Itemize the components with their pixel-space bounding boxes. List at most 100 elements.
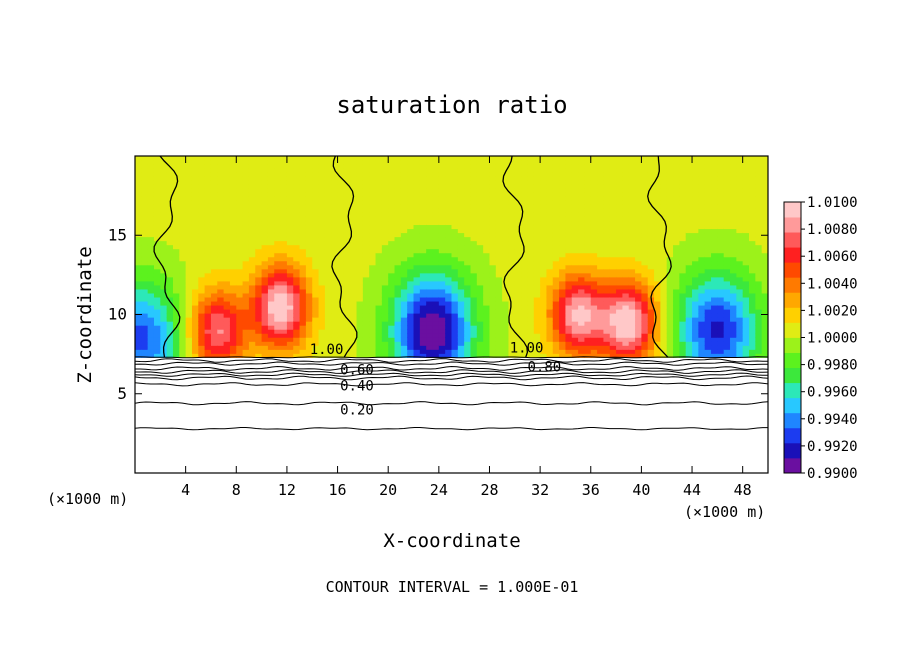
heat-cell [527,308,535,314]
heat-cell [571,272,579,278]
heat-cell [217,196,225,201]
heat-cell [394,345,402,350]
heat-cell [533,208,541,213]
heat-cell [685,341,693,346]
heat-cell [711,196,718,201]
heat-cell [375,208,383,213]
heat-cell [761,176,768,181]
heat-cell [261,349,269,354]
heat-cell [369,176,377,181]
heat-cell [153,160,161,165]
heat-cell [628,240,636,246]
heat-cell [147,272,155,278]
heat-cell [400,176,408,181]
heat-cell [248,260,256,266]
heat-cell [685,164,693,169]
heat-cell [343,212,351,217]
heat-cell [736,256,744,262]
heat-cell [660,232,668,238]
heat-cell [717,317,725,322]
heat-cell [540,280,548,286]
heat-cell [191,317,199,322]
heat-cell [356,244,364,250]
heat-cell [388,192,396,197]
heat-cell [191,280,199,286]
heat-cell [438,208,446,213]
heat-cell [223,164,231,169]
heat-cell [730,345,737,350]
heat-cell [375,272,383,278]
heat-cell [343,244,351,250]
heat-cell [742,236,750,242]
heat-cell [660,292,668,298]
heat-cell [692,208,699,213]
heat-cell [742,284,750,290]
heat-cell [286,280,294,286]
heat-cell [312,196,320,201]
heat-cell [584,176,592,181]
heat-cell [350,321,358,326]
heat-cell [654,196,661,201]
heat-cell [147,264,155,270]
heat-cell [350,188,358,193]
heat-cell [641,264,649,270]
heat-cell [337,164,345,169]
heat-cell [267,304,275,310]
heat-cell [495,236,503,242]
heat-cell [603,325,611,330]
heat-cell [470,172,478,177]
heat-cell [286,228,294,234]
heat-cell [609,308,617,314]
heat-cell [742,345,750,350]
heat-cell [470,244,478,250]
heat-cell [502,248,510,254]
heat-cell [451,292,459,298]
heat-cell [495,337,503,342]
heat-cell [318,160,326,165]
heat-cell [362,349,370,354]
heat-cell [210,224,218,230]
heat-cell [761,248,768,254]
heat-cell [135,240,142,246]
heat-cell [185,248,193,254]
heat-cell [267,160,275,165]
heat-cell [438,180,446,185]
heat-cell [191,321,199,326]
heat-cell [141,220,149,226]
heat-cell [356,256,364,262]
heat-cell [407,288,415,294]
heat-cell [476,232,484,238]
heat-cell [445,176,453,181]
heat-cell [736,280,744,286]
heat-cell [502,172,510,177]
heat-cell [217,308,225,314]
heat-cell [172,248,180,254]
heat-cell [210,172,218,177]
heat-cell [223,224,231,230]
heat-cell [217,256,225,262]
heat-cell [210,208,218,213]
heat-cell [413,216,421,222]
heat-cell [147,349,155,354]
heat-cell [578,308,586,314]
heat-cell [736,252,744,258]
heat-cell [160,333,168,338]
heat-cell [350,252,358,258]
heat-cell [191,329,199,334]
heat-cell [381,256,389,262]
heat-cell [210,264,218,270]
heat-cell [229,200,237,205]
heat-cell [147,212,155,217]
heat-cell [704,292,712,298]
heat-cell [223,264,231,270]
heat-cell [217,333,225,338]
heat-cell [438,345,446,350]
heat-cell [255,349,263,354]
heat-cell [521,256,529,262]
heat-cell [609,208,617,213]
heat-cell [198,160,206,165]
heat-cell [413,224,421,230]
heat-cell [185,341,193,346]
heat-cell [578,292,586,298]
heat-cell [679,288,687,294]
